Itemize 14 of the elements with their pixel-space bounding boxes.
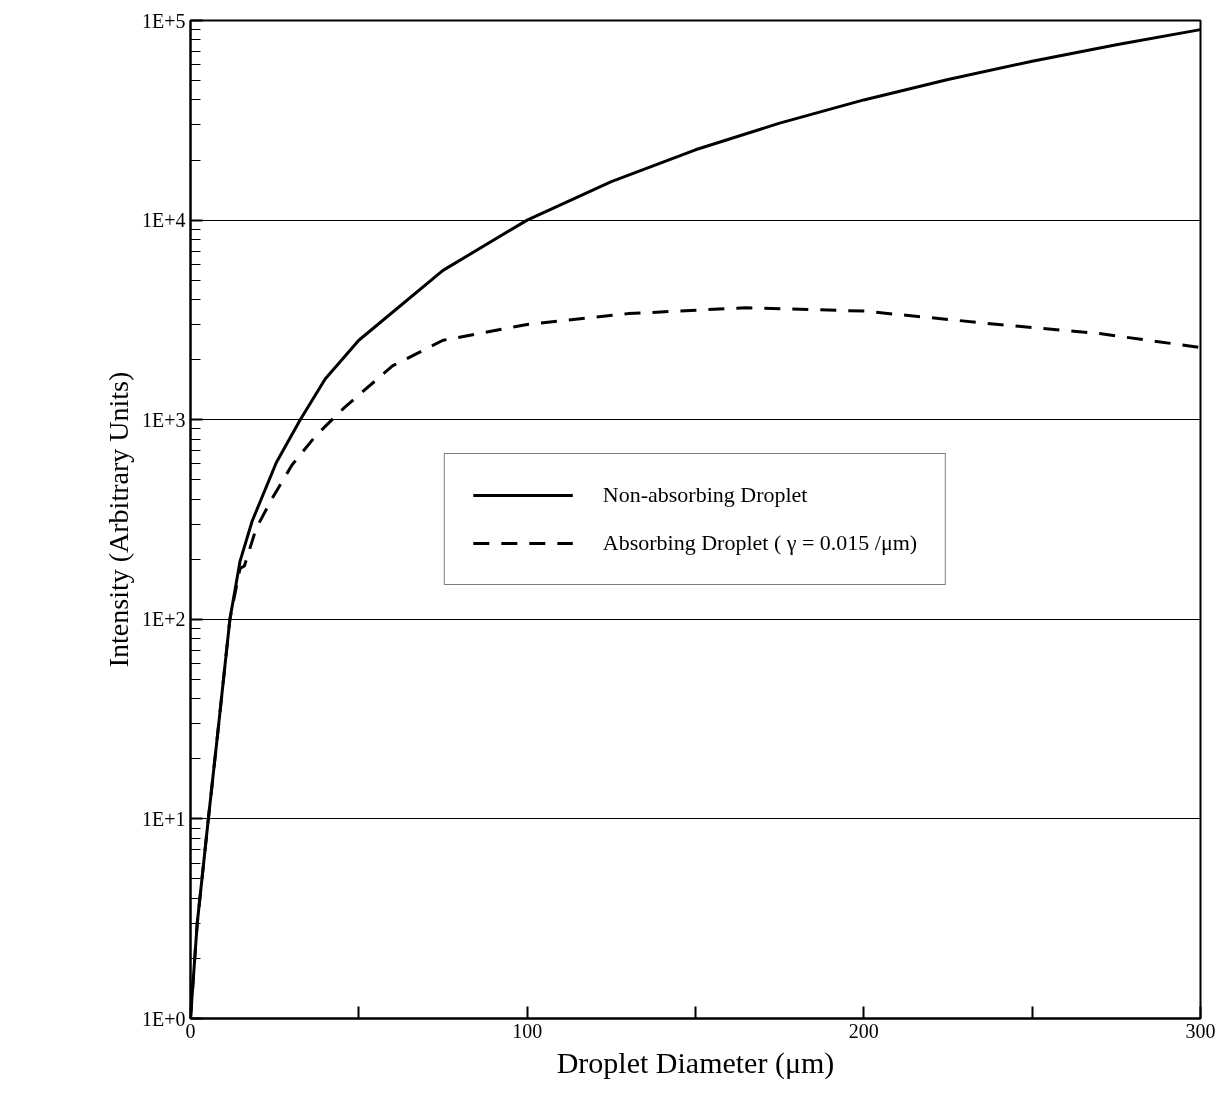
- legend-label: Absorbing Droplet ( γ = 0.015 /μm): [602, 530, 918, 556]
- x-tick-label: 100: [512, 1019, 543, 1042]
- legend-label: Non-absorbing Droplet: [602, 482, 808, 508]
- x-tick-label: 200: [848, 1019, 879, 1042]
- x-tick-label: 0: [185, 1019, 196, 1042]
- y-tick-label: 1E+5: [142, 9, 186, 32]
- y-tick-label: 1E+1: [142, 807, 186, 830]
- y-axis-title: Intensity (Arbitrary Units): [103, 371, 134, 668]
- y-tick-label: 1E+0: [142, 1007, 186, 1030]
- x-tick-label: 300: [1185, 1019, 1216, 1042]
- y-tick-label: 1E+2: [142, 608, 186, 631]
- y-tick-label: 1E+3: [142, 408, 186, 431]
- y-tick-label: 1E+4: [142, 209, 186, 232]
- x-axis-title: Droplet Diameter (μm): [556, 1045, 835, 1080]
